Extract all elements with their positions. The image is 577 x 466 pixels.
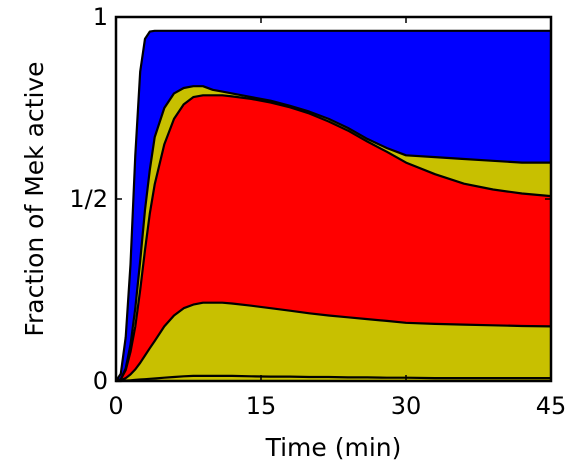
- x-tick-label: 45: [536, 392, 567, 420]
- y-tick-label: 1/2: [69, 185, 108, 213]
- area-band-3: [116, 95, 551, 382]
- y-tick-label: 0: [93, 367, 108, 395]
- area-layers: [116, 30, 551, 382]
- area-band-2: [116, 302, 551, 381]
- x-tick-label: 0: [108, 392, 123, 420]
- x-axis-ticks: 0 15 30 45: [108, 17, 566, 420]
- x-tick-label: 15: [246, 392, 277, 420]
- y-tick-label: 1: [93, 3, 108, 31]
- x-axis-title: Time (min): [265, 433, 402, 462]
- area-band-5: [116, 30, 551, 382]
- area-band-1: [116, 375, 551, 381]
- y-axis-title: Fraction of Mek active: [20, 61, 49, 336]
- boundary-line-5: [115, 29, 551, 382]
- area-band-4: [116, 86, 551, 381]
- boundary-line-4: [115, 85, 551, 383]
- x-tick-label: 30: [391, 392, 422, 420]
- boundary-line-2: [115, 301, 552, 383]
- boundary-line-3: [115, 94, 552, 383]
- y-axis-ticks: 0 1/2 1: [69, 3, 551, 395]
